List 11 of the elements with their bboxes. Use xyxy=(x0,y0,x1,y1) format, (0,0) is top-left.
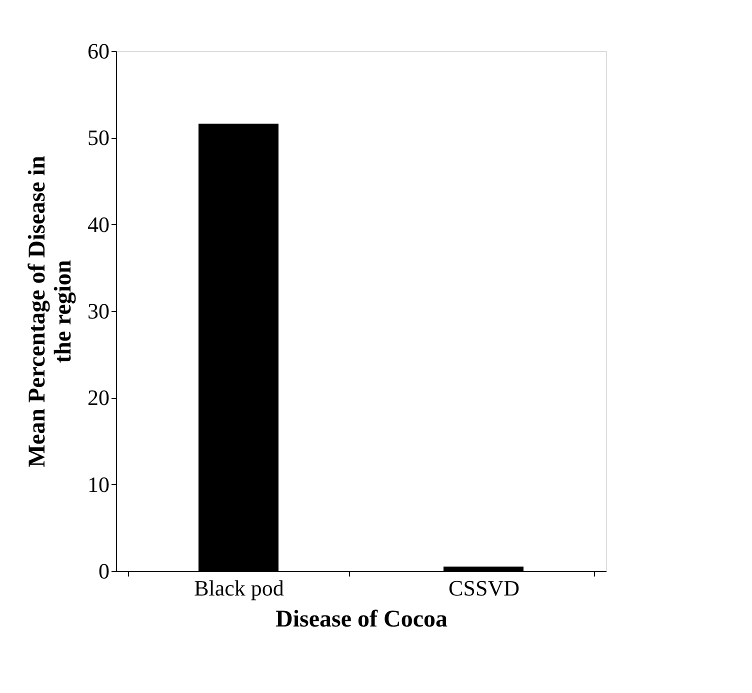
x-axis-title: Disease of Cocoa xyxy=(276,606,448,632)
x-tick-label: Black pod xyxy=(194,576,284,600)
y-tick-label: 50 xyxy=(88,125,110,150)
y-tick-label: 60 xyxy=(88,38,110,64)
y-tick-label: 30 xyxy=(88,298,110,324)
x-tick-label: CSSVD xyxy=(448,576,520,600)
y-tick-label: 10 xyxy=(88,472,110,497)
y-axis-title: Mean Percentage of Disease in the region xyxy=(24,156,76,468)
y-tick-label: 0 xyxy=(98,558,110,584)
y-tick-label: 20 xyxy=(88,385,110,410)
y-tick-label: 40 xyxy=(88,212,110,237)
